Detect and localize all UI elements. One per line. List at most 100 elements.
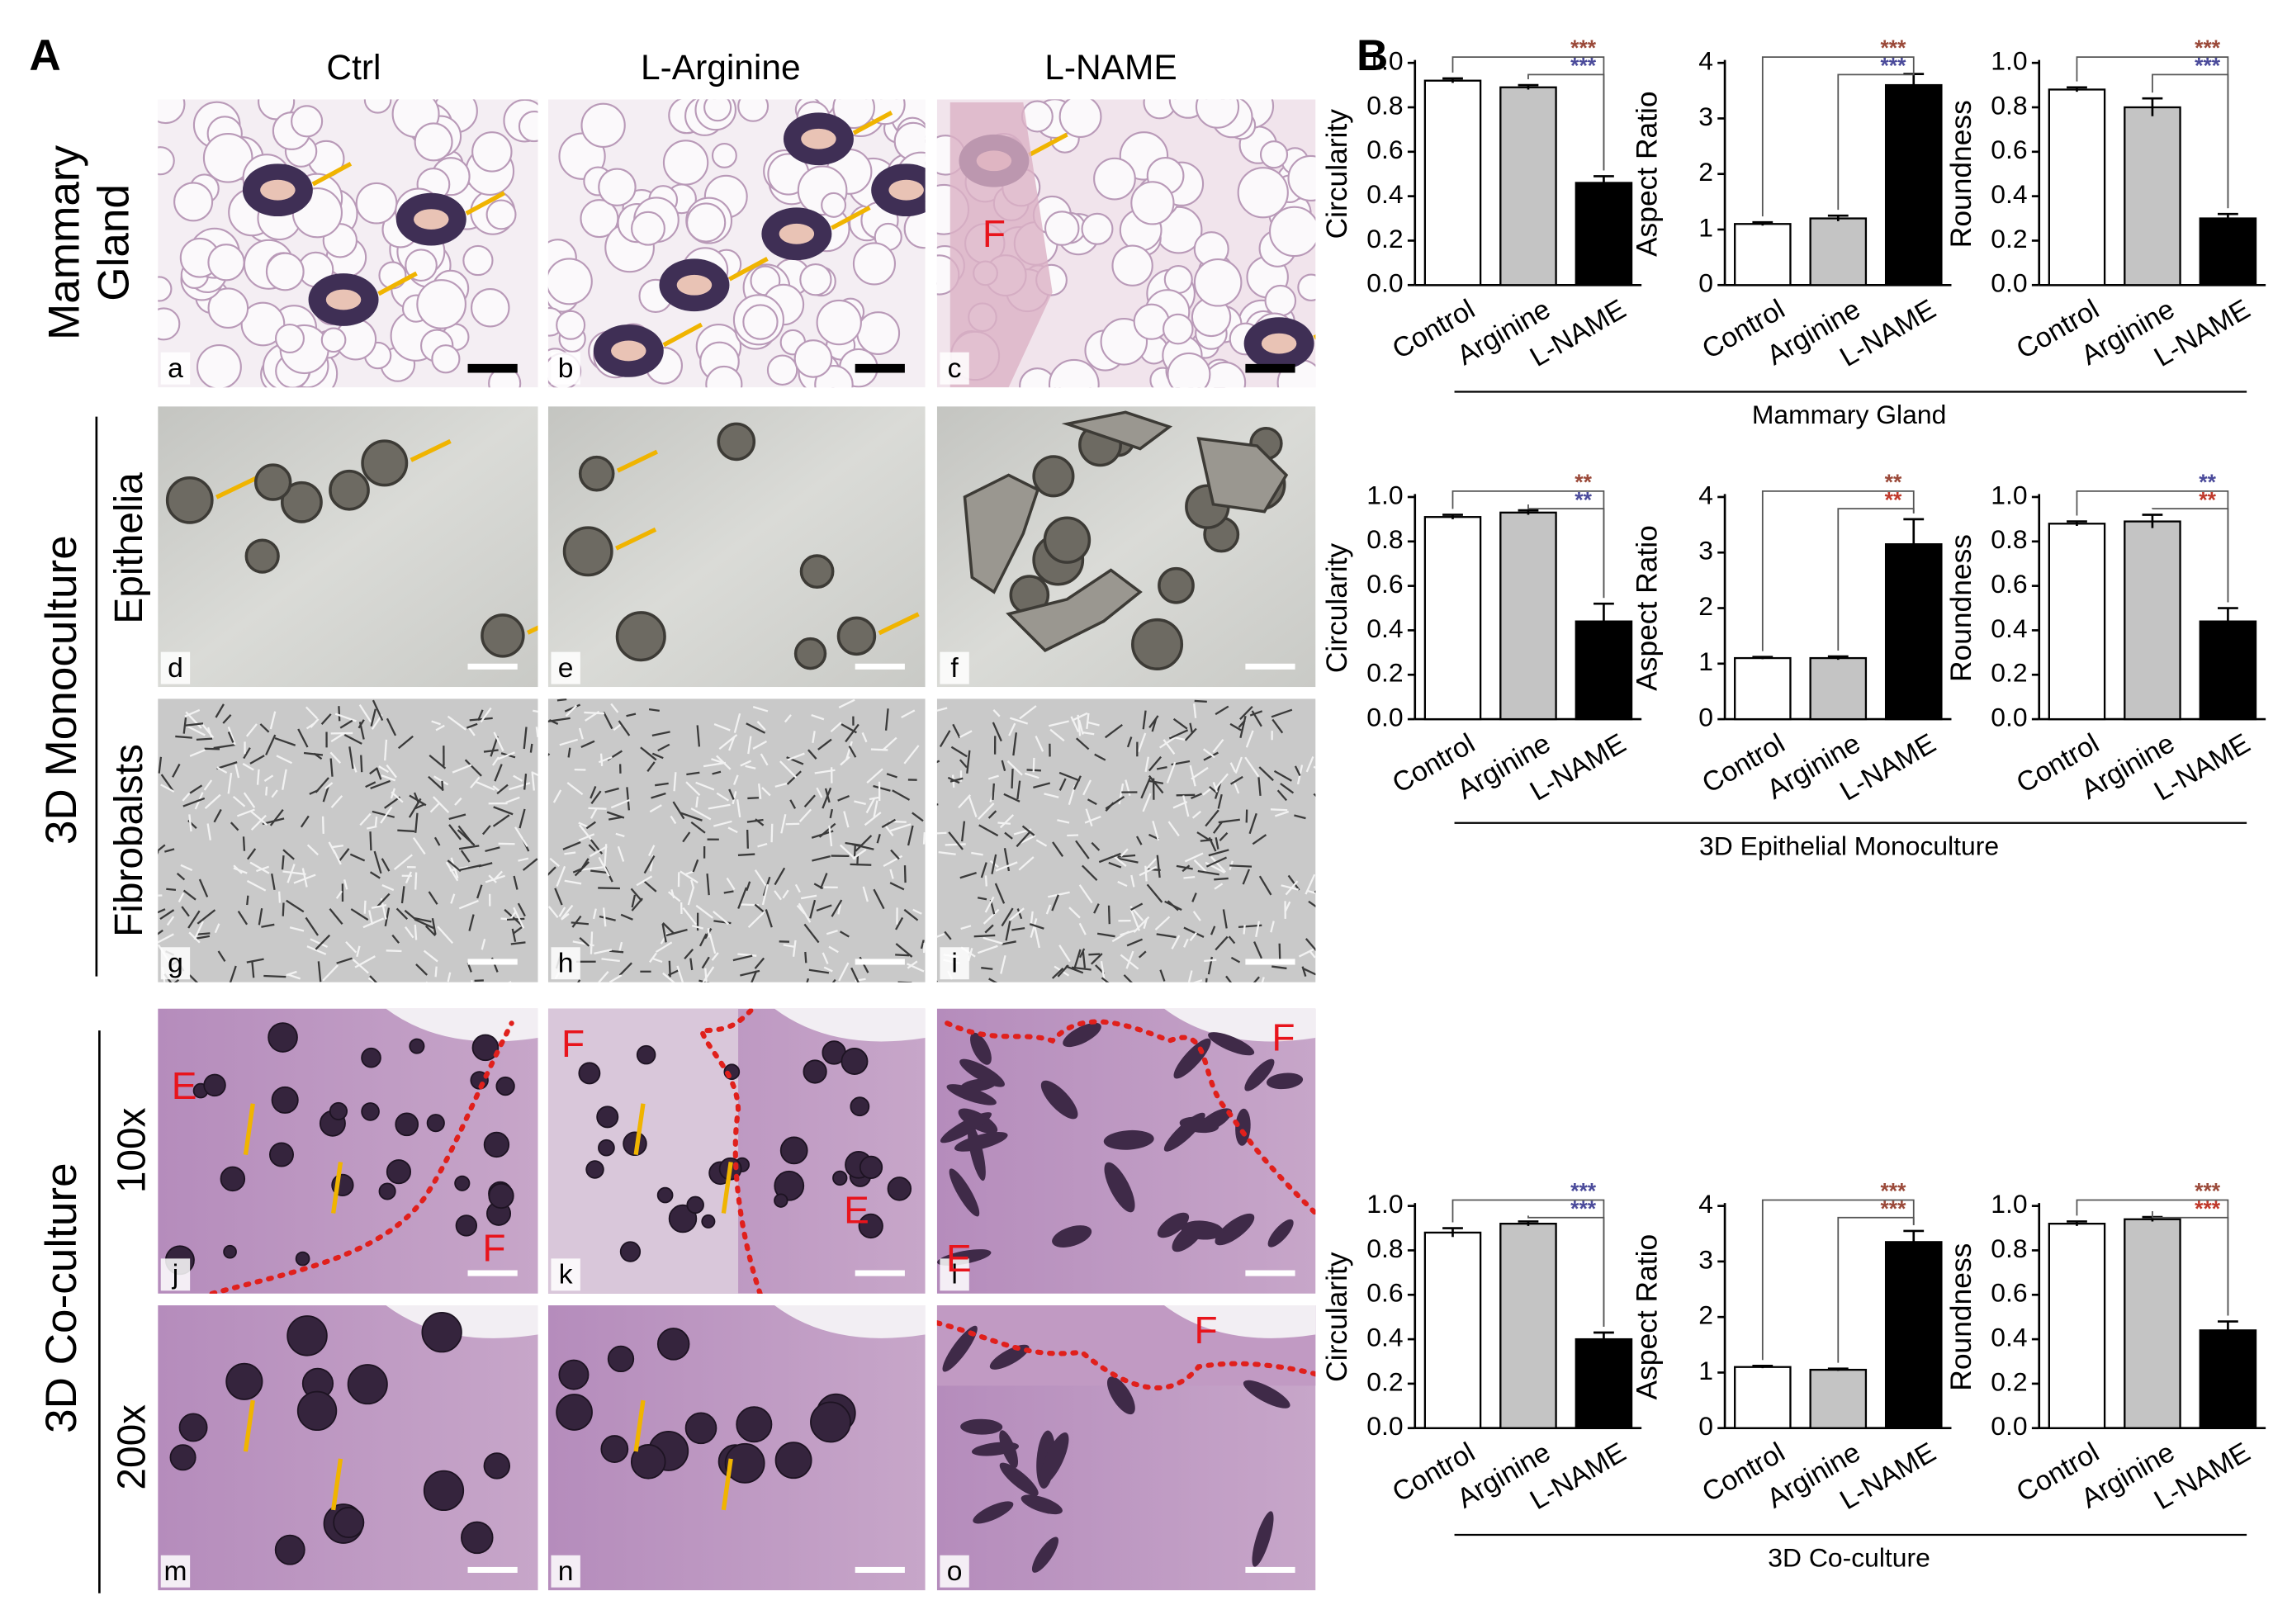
fibroblast xyxy=(287,973,301,980)
fibroblast xyxy=(175,735,192,739)
fibroblast xyxy=(561,904,574,920)
fibroblast xyxy=(630,888,643,902)
fibroblast xyxy=(1280,783,1295,794)
fibroblast xyxy=(315,934,331,950)
adipocyte xyxy=(416,279,466,329)
cell xyxy=(274,1534,305,1565)
adipocyte xyxy=(547,258,593,305)
micrograph xyxy=(936,406,1316,688)
adipocyte xyxy=(431,344,461,374)
fibroblast xyxy=(415,964,429,976)
fibroblast xyxy=(752,740,768,750)
fibroblast xyxy=(470,776,481,788)
fibroblast xyxy=(246,958,264,964)
fibroblast xyxy=(1209,785,1218,794)
cell xyxy=(225,1362,263,1400)
bar xyxy=(2124,520,2181,721)
fibroblast xyxy=(297,728,309,748)
row-label: Mammary xyxy=(40,144,88,339)
region-label: F xyxy=(1195,1309,1218,1352)
fibroblast xyxy=(445,861,459,882)
fibroblast xyxy=(643,855,656,874)
fibroblast xyxy=(386,764,397,779)
acinus xyxy=(244,538,280,574)
fibroblast xyxy=(371,904,387,909)
cell xyxy=(600,1435,629,1463)
fibroblast xyxy=(960,925,972,930)
fibroblast xyxy=(368,910,374,926)
fibroblast xyxy=(324,782,334,790)
bar xyxy=(1575,182,1633,286)
y-tick-label: 2 xyxy=(1698,157,1713,187)
fibroblast xyxy=(592,908,597,920)
fibroblast xyxy=(854,800,866,806)
cell xyxy=(203,1073,226,1097)
cell xyxy=(940,1112,992,1143)
fibroblast xyxy=(712,770,722,775)
acinus xyxy=(280,481,323,523)
fibroblast xyxy=(783,944,795,949)
fibroblast xyxy=(588,844,596,852)
fibroblast xyxy=(670,889,675,899)
fibroblast xyxy=(378,765,389,774)
panel-label: B xyxy=(1357,31,1388,80)
fibroblast xyxy=(363,900,367,914)
fibroblast xyxy=(1255,921,1261,938)
adipocyte xyxy=(471,131,513,173)
fibroblast xyxy=(816,787,823,798)
fibroblast xyxy=(448,824,462,840)
fibroblast xyxy=(751,970,758,982)
fibroblast xyxy=(566,782,584,796)
cell xyxy=(656,1328,690,1361)
lumen xyxy=(888,179,924,201)
significance-stars: ** xyxy=(1575,470,1592,495)
fibroblast xyxy=(1002,940,1016,945)
micrograph xyxy=(936,698,1316,982)
fibroblast xyxy=(1215,935,1229,951)
fibroblast xyxy=(1258,875,1272,896)
fibroblast xyxy=(188,974,199,982)
fibroblast xyxy=(713,820,732,827)
fibroblast xyxy=(817,738,832,750)
fibroblast xyxy=(848,746,857,758)
fibroblast xyxy=(1001,907,1014,927)
y-tick-label: 0.8 xyxy=(1366,1233,1403,1263)
fibroblast xyxy=(690,807,712,821)
fibroblast xyxy=(936,980,938,982)
fibroblast xyxy=(504,908,523,926)
fibroblast xyxy=(391,791,404,803)
fibroblast xyxy=(234,764,240,779)
y-tick-label: 0.8 xyxy=(1366,90,1403,120)
fibroblast xyxy=(807,749,817,760)
fibroblast xyxy=(331,845,343,849)
fibroblast xyxy=(856,855,860,866)
fibroblast xyxy=(414,918,435,930)
cell xyxy=(1266,1072,1304,1090)
fibroblast xyxy=(839,844,856,860)
fibroblast xyxy=(1212,781,1219,793)
fibroblast xyxy=(948,831,964,850)
fibroblast xyxy=(1082,779,1092,796)
arrow xyxy=(878,612,920,636)
fibroblast xyxy=(188,814,192,832)
cell xyxy=(1208,1032,1255,1056)
fibroblast xyxy=(339,719,353,729)
fibroblast xyxy=(1108,861,1122,869)
significance-stars: *** xyxy=(1570,53,1597,78)
error-bar xyxy=(1903,518,1925,570)
cell xyxy=(471,1034,500,1062)
adipocyte xyxy=(686,202,727,243)
fibroblast xyxy=(1257,777,1262,796)
adipocyte xyxy=(852,242,897,286)
adipocyte xyxy=(1193,258,1243,307)
fibroblast xyxy=(649,952,657,964)
fibroblast xyxy=(180,864,193,872)
fibroblast xyxy=(397,735,414,750)
fibroblast xyxy=(1197,869,1219,876)
fibroblast xyxy=(737,953,757,957)
branching-acinus xyxy=(1061,410,1173,451)
gap xyxy=(1163,1008,1316,1042)
cell xyxy=(269,1142,294,1167)
scale-bar xyxy=(855,1270,905,1276)
bg xyxy=(158,1008,538,1294)
